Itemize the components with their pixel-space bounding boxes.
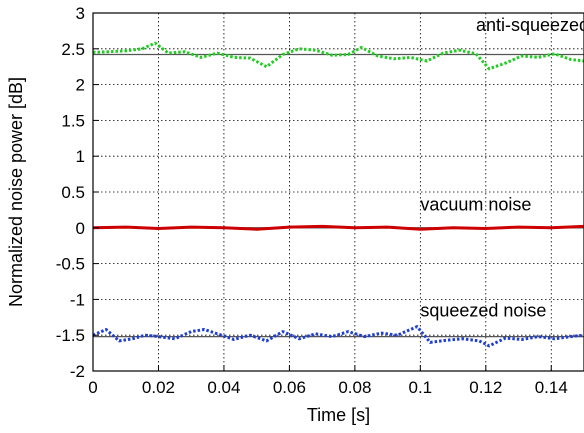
series-line-3: [92, 325, 584, 348]
x-tick-label: 0.14: [535, 378, 568, 397]
y-axis-label: Normalized noise power [dB]: [6, 77, 26, 307]
series-line-1: [92, 41, 584, 71]
y-tick-label: 1: [76, 147, 85, 166]
x-axis-label: Time [s]: [307, 405, 370, 425]
x-tick-label: 0.04: [207, 378, 240, 397]
x-tick-label: 0.02: [142, 378, 175, 397]
x-tick-label: 0.1: [409, 378, 433, 397]
y-tick-label: -0.5: [56, 255, 85, 274]
y-tick-label: 0: [76, 219, 85, 238]
y-tick-label: 0.5: [61, 183, 85, 202]
y-tick-label: 3: [76, 4, 85, 23]
series-line-2: [92, 224, 584, 231]
x-tick-label: 0.06: [273, 378, 306, 397]
annotation-label: anti-squeezed noise: [476, 15, 584, 35]
x-tick-labels: 0 0.02 0.04 0.06 0.08 0.1 0.12 0.14: [88, 365, 568, 397]
annotations: anti-squeezed noise vacuum noise squeezed …: [420, 15, 584, 321]
y-tick-label: -1.5: [56, 326, 85, 345]
y-tick-label: 1.5: [61, 111, 85, 130]
y-tick-label: 2.5: [61, 40, 85, 59]
y-tick-label: 2: [76, 76, 85, 95]
x-tick-label: 0: [88, 378, 97, 397]
y-tick-label: -2: [70, 362, 85, 381]
annotation-label: vacuum noise: [420, 195, 531, 215]
y-tick-labels: -2 -1.5 -1 -0.5 0 0.5 1 1.5 2 2.5 3: [56, 4, 99, 381]
series-lines: [92, 41, 584, 348]
x-tick-label: 0.08: [338, 378, 371, 397]
x-tick-label: 0.12: [469, 378, 502, 397]
y-tick-label: -1: [70, 290, 85, 309]
annotation-label: squeezed noise: [420, 301, 546, 321]
